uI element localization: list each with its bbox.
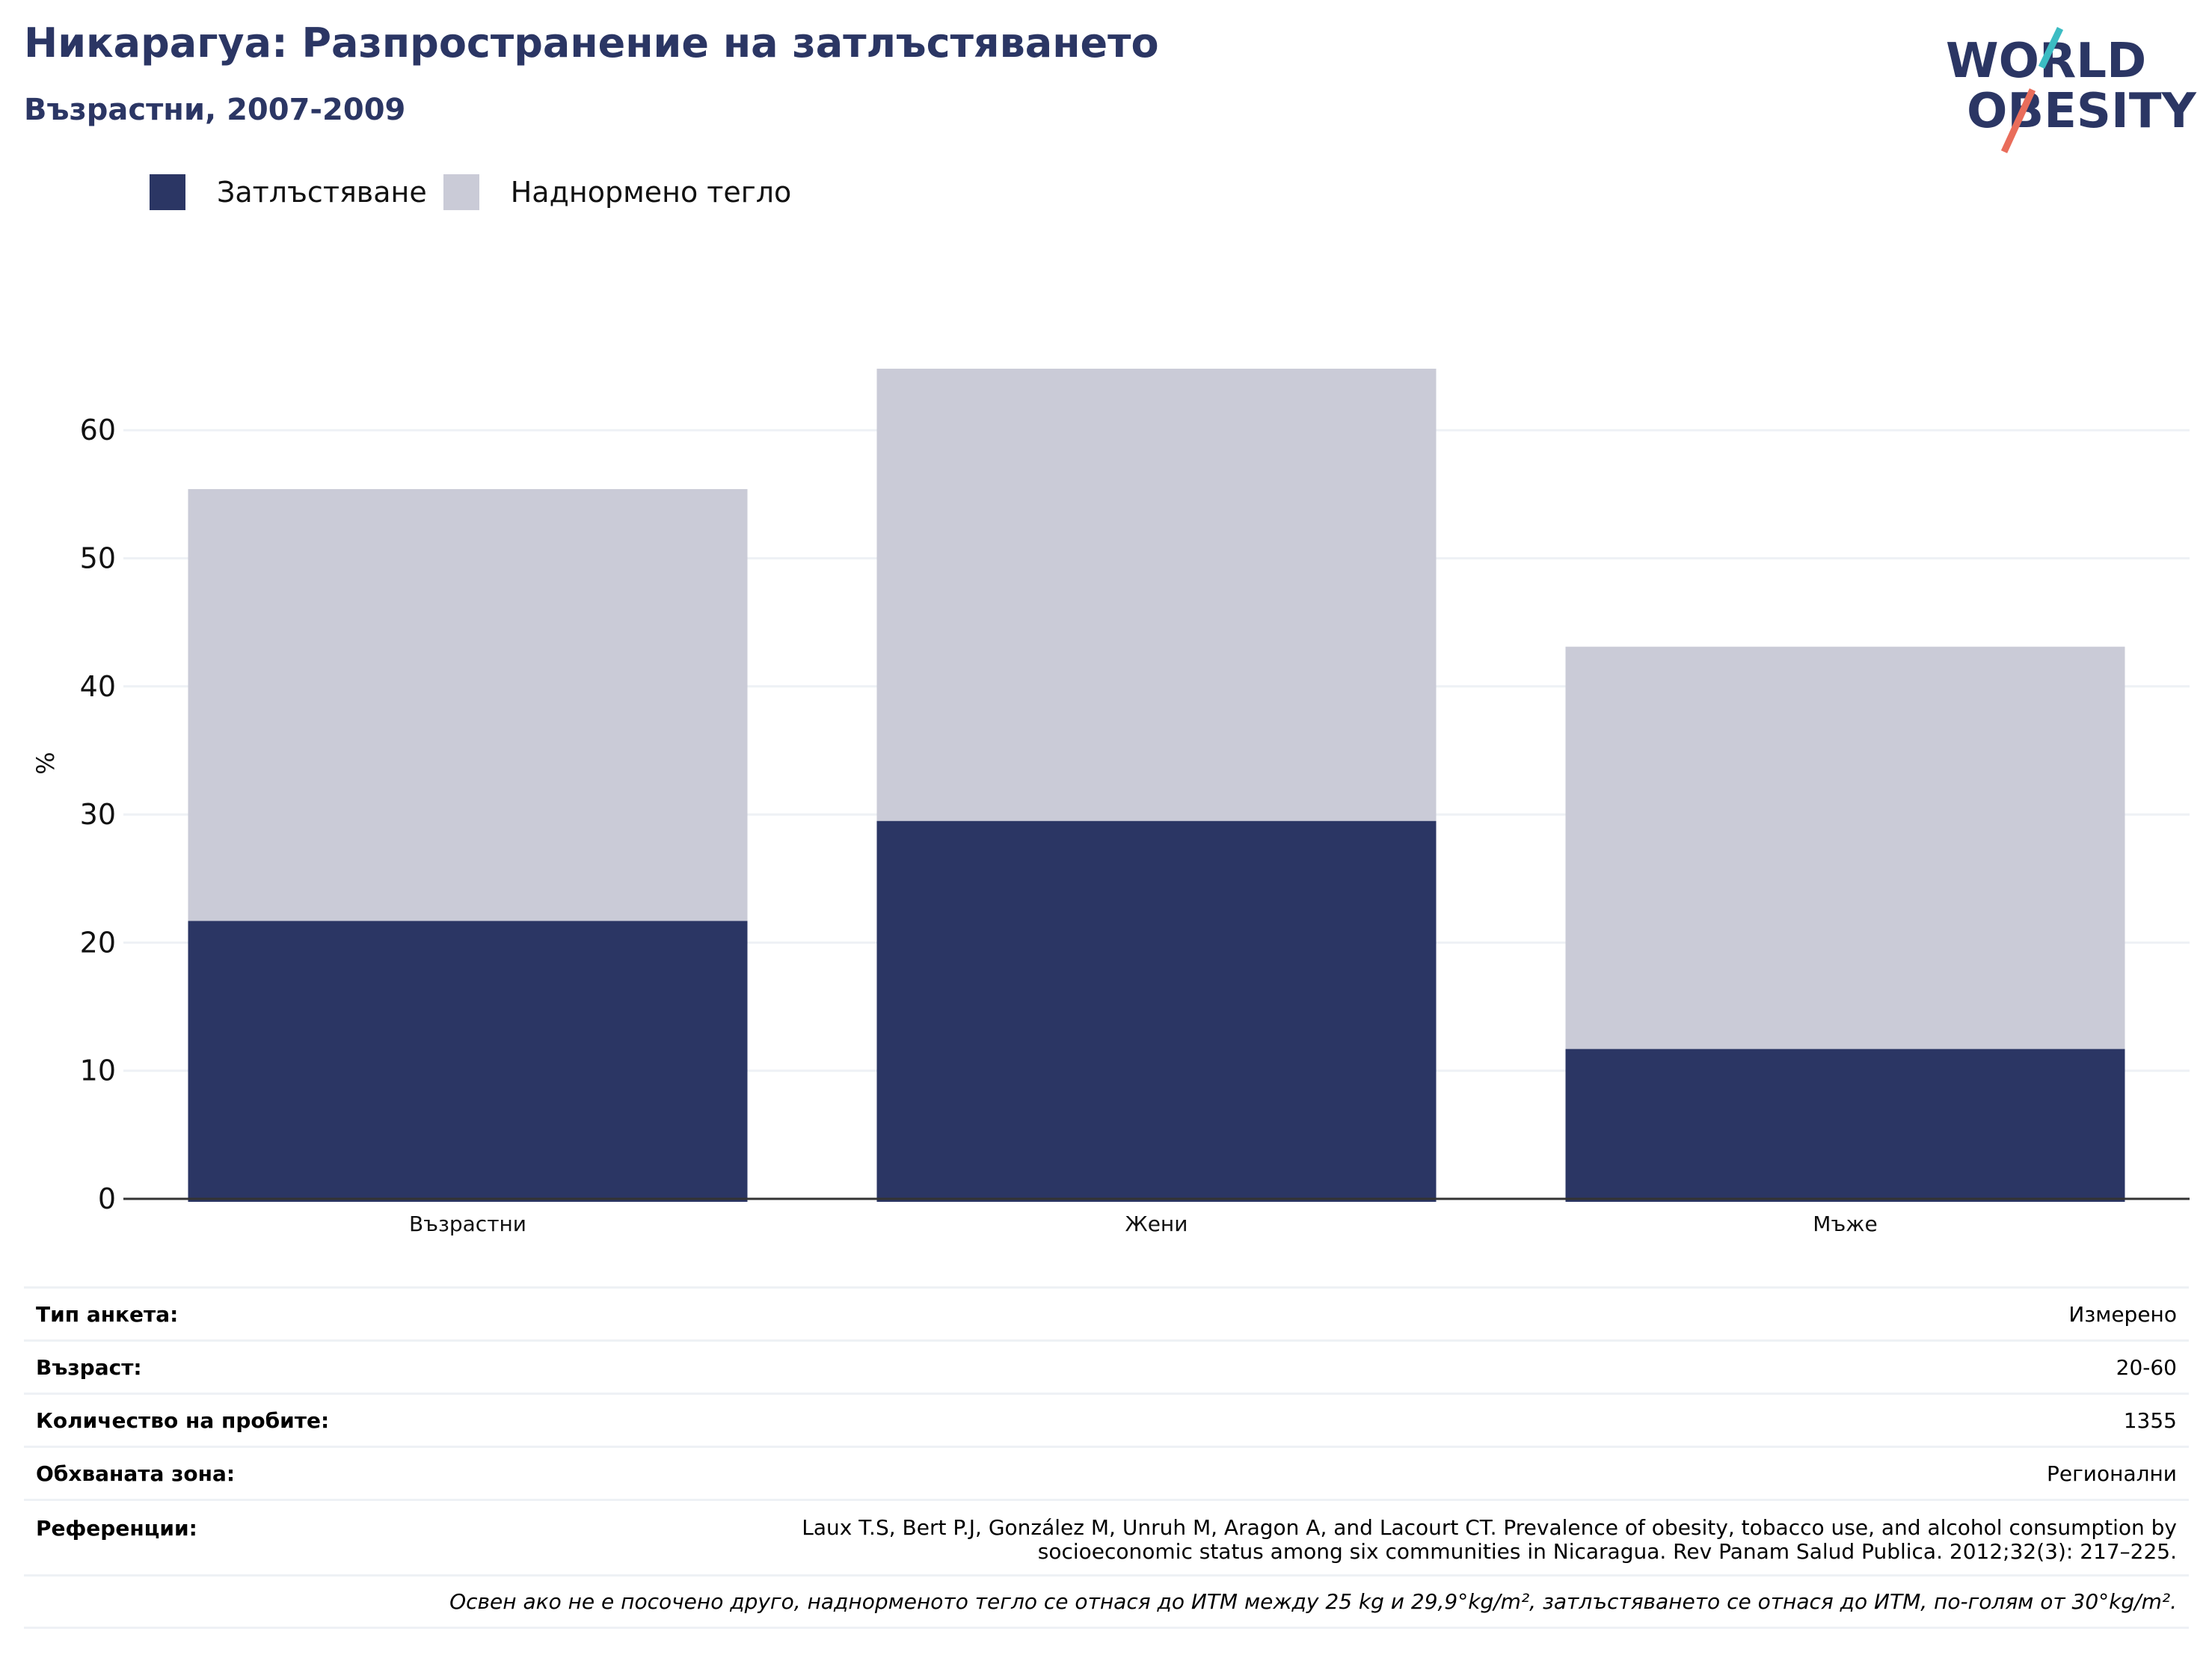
legend-label-overweight: Наднормено тегло (510, 176, 792, 209)
info-row-age: Възраст: 20-60 (24, 1339, 2189, 1393)
bar-chart: 0 10 20 30 40 50 60% Възрастни Жени Мъже (31, 368, 2190, 1236)
info-key: Обхваната зона: (36, 1461, 236, 1486)
info-value: 20-60 (2116, 1354, 2177, 1380)
y-tick-label: 60 (80, 414, 116, 446)
y-tick-label: 30 (80, 798, 116, 831)
world-obesity-logo: WORLD OBESITY (1946, 27, 2196, 153)
info-row-references: Референции: Laux T.S, Bert P.J, González… (24, 1499, 2189, 1574)
y-tick-label: 10 (80, 1055, 116, 1087)
x-tick-label: Мъже (1813, 1212, 1877, 1236)
legend-item-overweight[interactable]: Наднормено тегло (443, 174, 792, 210)
y-tick-label: 0 (98, 1182, 116, 1215)
legend-swatch-overweight (443, 174, 479, 210)
bar-overweight (1565, 646, 2125, 1049)
bar-obesity (1565, 1049, 2125, 1202)
chart-legend: Затлъстяване Наднормено тегло (150, 172, 808, 212)
info-key: Референции: (36, 1516, 197, 1541)
x-tick-label: Жени (1125, 1212, 1188, 1236)
legend-label-obesity: Затлъстяване (217, 176, 427, 209)
reference-line-1: Laux T.S, Bert P.J, González M, Unruh M,… (802, 1515, 2177, 1540)
bar-overweight (876, 368, 1437, 821)
legend-item-obesity[interactable]: Затлъстяване (150, 174, 427, 210)
info-row-note: Освен ако не е посочено друго, наднормен… (24, 1574, 2189, 1629)
info-row-sample-size: Количество на пробите: 1355 (24, 1393, 2189, 1446)
info-value: Измерено (2068, 1301, 2177, 1327)
legend-swatch-obesity (150, 174, 185, 210)
y-tick-label: 50 (80, 542, 116, 575)
info-key: Количество на пробите: (36, 1407, 330, 1433)
bar-obesity (876, 820, 1437, 1202)
info-value: Регионални (2046, 1461, 2177, 1486)
logo-coral-stroke (2000, 88, 2036, 153)
chart-subtitle: Възрастни, 2007-2009 (24, 93, 406, 127)
info-row-area: Обхваната зона: Регионални (24, 1446, 2189, 1499)
bar-overweight (188, 488, 748, 921)
survey-info-table: Тип анкета: Измерено Възраст: 20-60 Коли… (24, 1286, 2189, 1629)
logo-line2: OBESITY (1967, 84, 2196, 139)
y-tick-label: 20 (80, 926, 116, 959)
logo-teal-stroke (2038, 27, 2064, 69)
definition-note: Освен ако не е посочено друго, наднормен… (449, 1589, 2177, 1614)
y-tick-label: 40 (80, 670, 116, 703)
y-axis-label: % (31, 752, 60, 774)
reference-line-2: socioeconomic status among six communiti… (1037, 1539, 2177, 1564)
info-value: 1355 (2123, 1407, 2177, 1433)
x-tick-label: Възрастни (409, 1212, 526, 1236)
info-row-survey-type: Тип анкета: Измерено (24, 1286, 2189, 1339)
reference-text: Laux T.S, Bert P.J, González M, Unruh M,… (802, 1516, 2177, 1564)
info-key: Възраст: (36, 1354, 142, 1380)
bar-obesity (188, 921, 748, 1202)
chart-title: Никарагуа: Разпространение на затлъстява… (24, 19, 1159, 67)
info-key: Тип анкета: (36, 1301, 179, 1327)
